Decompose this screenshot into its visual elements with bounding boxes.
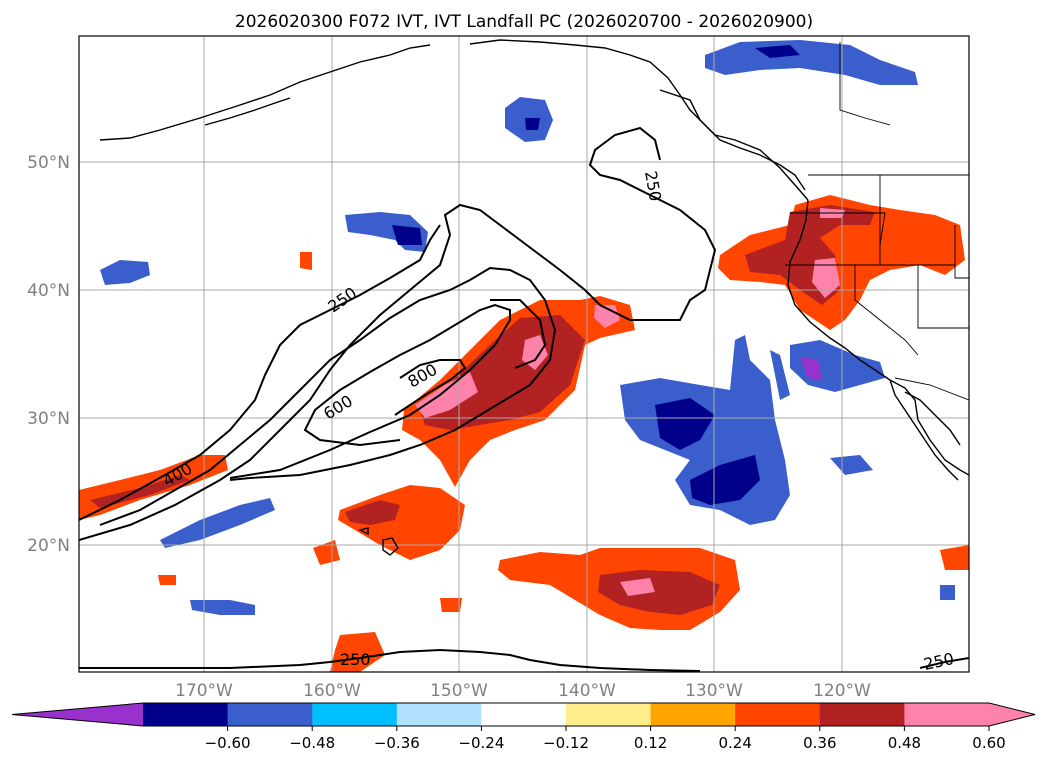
contour-250-outer xyxy=(79,126,717,541)
negative-region-nw-blob-core xyxy=(525,118,540,130)
contour-250-left xyxy=(79,224,441,521)
coastline-us-west xyxy=(787,199,969,476)
longitude-labels: 170°W 160°W 150°W 140°W 130°W 120°W xyxy=(175,681,871,701)
colorbar-tick-label: −0.60 xyxy=(205,734,251,752)
coastline-gulf-of-alaska xyxy=(469,39,806,191)
lon-label-170w: 170°W xyxy=(175,681,233,701)
contour-550-inner xyxy=(490,299,547,369)
ivt-contours xyxy=(79,126,969,672)
colorbar-segment xyxy=(650,703,736,726)
contour-400 xyxy=(99,266,557,526)
lat-label-40n: 40°N xyxy=(27,281,70,301)
negative-region-north xyxy=(705,40,918,85)
negative-region-coastal-sw xyxy=(790,340,885,392)
lon-label-150w: 150°W xyxy=(430,681,488,701)
colorbar-segment xyxy=(566,703,652,726)
lat-label-50n: 50°N xyxy=(27,153,70,173)
colorbar-tick-label: 0.48 xyxy=(888,734,921,752)
latitude-labels: 50°N 40°N 30°N 20°N xyxy=(27,153,70,556)
colorbar-tick-label: −0.48 xyxy=(289,734,335,752)
positive-region-coast-peak xyxy=(812,258,840,298)
contour-800 xyxy=(394,359,467,416)
colorbar-segment xyxy=(819,703,905,726)
border-ut xyxy=(954,225,969,279)
colorbar-segment xyxy=(312,703,398,726)
negative-region-west xyxy=(100,260,150,285)
border-ca-nv xyxy=(854,265,919,356)
positive-region-small2 xyxy=(440,598,462,612)
positive-region-ar-peak2 xyxy=(522,335,548,370)
lon-label-120w: 120°W xyxy=(813,681,871,701)
positive-region-westcentral-inner xyxy=(345,500,400,525)
positive-region-coast-inner xyxy=(745,205,875,305)
lat-label-20n: 20°N xyxy=(27,536,70,556)
positive-region-small3 xyxy=(300,252,312,270)
colorbar-tick-label: −0.24 xyxy=(458,734,504,752)
negative-region-east-streak xyxy=(770,350,790,400)
graticule xyxy=(79,36,969,672)
colorbar-segment xyxy=(735,703,821,726)
coastline-alaska-peninsula xyxy=(204,97,291,126)
negative-region-east-core xyxy=(655,398,715,450)
contour-250-south xyxy=(79,648,701,672)
lon-label-140w: 140°W xyxy=(558,681,616,701)
coastline-bc-islands xyxy=(659,89,809,201)
coastline-gulf-california xyxy=(904,391,961,446)
colorbar-tick-label: 0.60 xyxy=(972,734,1005,752)
lat-label-30n: 30°N xyxy=(27,409,70,429)
border-us-mexico xyxy=(894,377,969,401)
negative-region-sw-small xyxy=(190,600,255,615)
negative-region-east-core2 xyxy=(690,455,760,505)
contour-labels: 250 250 250 250 400 600 800 xyxy=(160,169,956,674)
contour-250-se xyxy=(919,657,969,669)
positive-region-south-peak xyxy=(620,578,655,596)
figure-title: 2026020300 F072 IVT, IVT Landfall PC (20… xyxy=(235,12,813,32)
colorbar-extend-max xyxy=(989,703,1035,726)
contour-600 xyxy=(229,303,511,479)
colorbar: −0.60 −0.48 −0.36 −0.24 −0.12 0.12 0.24 0.36 0.4… xyxy=(11,702,1036,752)
negative-region-east-small xyxy=(830,455,873,475)
positive-region-sw xyxy=(330,632,385,672)
colorbar-segment xyxy=(396,703,482,726)
positive-region-left-inner xyxy=(90,475,190,508)
colorbar-segment xyxy=(904,703,990,726)
negative-region-small-se xyxy=(940,585,955,600)
map-frame xyxy=(78,35,970,673)
colorbar-segment xyxy=(481,703,567,726)
positive-region-small4 xyxy=(158,575,176,585)
lon-label-160w: 160°W xyxy=(303,681,361,701)
coastline-alaska-south xyxy=(99,44,431,141)
border-nv-az xyxy=(917,265,969,329)
positive-region-small5 xyxy=(940,545,969,570)
colorbar-tick-label: 0.36 xyxy=(803,734,836,752)
coastline-baja xyxy=(889,379,959,481)
colorbar-tick-label: 0.24 xyxy=(718,734,751,752)
colorbar-segment xyxy=(143,703,229,726)
negative-region-southwest xyxy=(160,498,275,548)
colorbar-tick-label: 0.12 xyxy=(634,734,667,752)
positive-region-ar-peak xyxy=(415,372,478,418)
colorbar-extend-min xyxy=(12,703,143,726)
political-borders xyxy=(785,42,969,401)
contour-label-250-south: 250 xyxy=(340,650,371,669)
colorbar-outline xyxy=(11,702,1036,727)
colorbar-segment xyxy=(227,703,313,726)
colorbar-tick-label: −0.36 xyxy=(374,734,420,752)
negative-region-north-core xyxy=(755,45,800,58)
negative-region-coastal-core xyxy=(800,357,822,380)
positive-region-small1 xyxy=(313,540,340,565)
island-hawaii-2 xyxy=(357,527,369,536)
island-hawaii xyxy=(382,537,399,556)
border-alaska-canada xyxy=(839,42,891,126)
colorbar-tick-label: −0.12 xyxy=(543,734,589,752)
border-wa-or xyxy=(790,212,886,246)
coastlines xyxy=(99,39,969,556)
lon-label-130w: 130°W xyxy=(685,681,743,701)
negative-region-midnw-core xyxy=(392,225,422,245)
